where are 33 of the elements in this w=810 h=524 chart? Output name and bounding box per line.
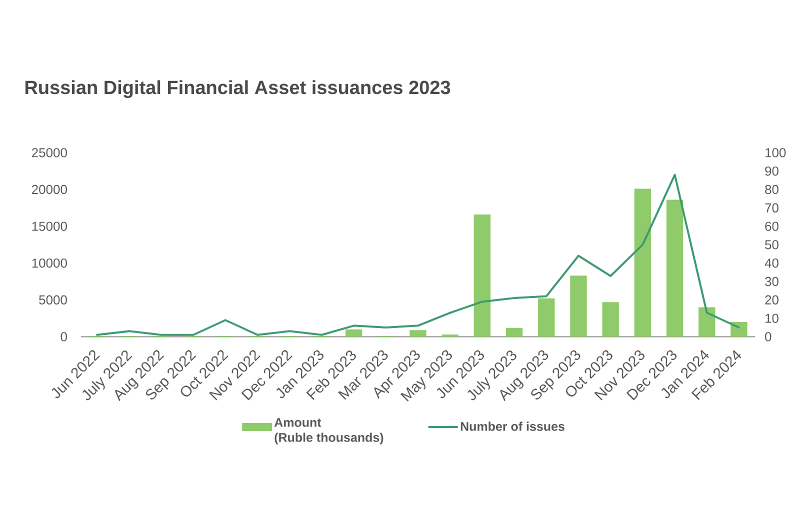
y2-tick-label: 70 bbox=[765, 203, 778, 212]
bar bbox=[634, 188, 652, 337]
bar bbox=[666, 200, 684, 337]
bar bbox=[506, 328, 523, 337]
y2-tick-label: 50 bbox=[765, 240, 778, 250]
y-tick-label: 5000 bbox=[39, 295, 67, 304]
y-tick-label: 10000 bbox=[32, 258, 67, 268]
y2-tick-label: 40 bbox=[764, 258, 778, 268]
y2-tick-label: 30 bbox=[765, 276, 778, 286]
bar bbox=[538, 298, 555, 337]
y2-tick-label: 80 bbox=[765, 184, 778, 194]
y2-tick-label: 90 bbox=[765, 166, 778, 176]
y-tick-label: 15000 bbox=[32, 222, 67, 231]
bar bbox=[602, 302, 619, 337]
y-tick-label: 25000 bbox=[32, 148, 67, 158]
bar bbox=[410, 330, 426, 337]
bar bbox=[730, 322, 748, 337]
chart-title: Russian Digital Financial Asset issuances 2023 bbox=[25, 80, 450, 98]
y2-tick-label: 0 bbox=[765, 332, 772, 342]
line-series bbox=[96, 174, 740, 336]
bar bbox=[345, 329, 362, 337]
bar bbox=[570, 276, 587, 337]
bar bbox=[442, 334, 458, 337]
y2-tick-label: 20 bbox=[765, 295, 778, 304]
y2-tick-label: 60 bbox=[765, 222, 778, 231]
bar bbox=[698, 307, 716, 337]
y2-tick-label: 10 bbox=[766, 314, 778, 323]
bar bbox=[474, 214, 491, 337]
legend-label: Number of issues bbox=[460, 422, 564, 431]
y-tick-label: 20000 bbox=[32, 184, 67, 194]
y2-tick-label: 100 bbox=[766, 148, 786, 158]
y-tick-label: 0 bbox=[60, 332, 67, 342]
legend-label: Amount (Ruble thousands) bbox=[274, 418, 384, 444]
